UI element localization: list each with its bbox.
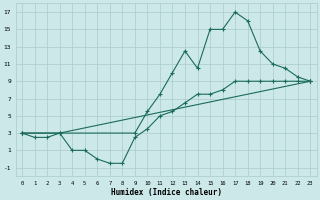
X-axis label: Humidex (Indice chaleur): Humidex (Indice chaleur)	[111, 188, 222, 197]
